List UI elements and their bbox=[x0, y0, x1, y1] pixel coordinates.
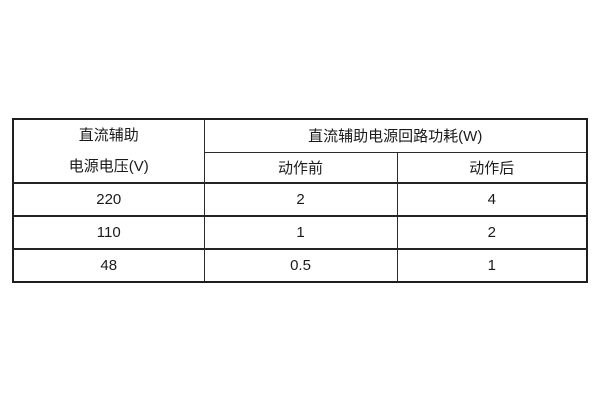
table-header-row-2: 动作前 动作后 bbox=[13, 151, 588, 184]
table-row: 48 0.5 1 bbox=[12, 248, 588, 283]
header-cell-after-action: 动作后 bbox=[396, 151, 588, 184]
cell-after: 2 bbox=[396, 215, 588, 250]
table-row: 220 2 4 bbox=[12, 182, 588, 217]
cell-voltage: 48 bbox=[12, 248, 205, 283]
cell-after: 1 bbox=[396, 248, 588, 283]
voltage-header-line1: 直流辅助 bbox=[78, 127, 139, 144]
header-cell-power-consumption: 直流辅助电源回路功耗(W) bbox=[203, 118, 588, 153]
power-consumption-table: 直流辅助 电源电压(V) 直流辅助电源回路功耗(W) 动作前 动作后 220 2… bbox=[12, 118, 588, 283]
table-header-row-1: 直流辅助 电源电压(V) 直流辅助电源回路功耗(W) bbox=[12, 118, 588, 184]
cell-voltage: 220 bbox=[12, 182, 205, 217]
cell-before: 1 bbox=[203, 215, 398, 250]
voltage-header-line2: 电源电压(V) bbox=[68, 158, 149, 175]
cell-before: 2 bbox=[203, 182, 398, 217]
cell-after: 4 bbox=[396, 182, 588, 217]
header-cell-before-action: 动作前 bbox=[203, 151, 398, 184]
cell-voltage: 110 bbox=[12, 215, 205, 250]
header-cell-voltage: 直流辅助 电源电压(V) bbox=[12, 118, 205, 184]
cell-before: 0.5 bbox=[203, 248, 398, 283]
table-row: 110 1 2 bbox=[12, 215, 588, 250]
